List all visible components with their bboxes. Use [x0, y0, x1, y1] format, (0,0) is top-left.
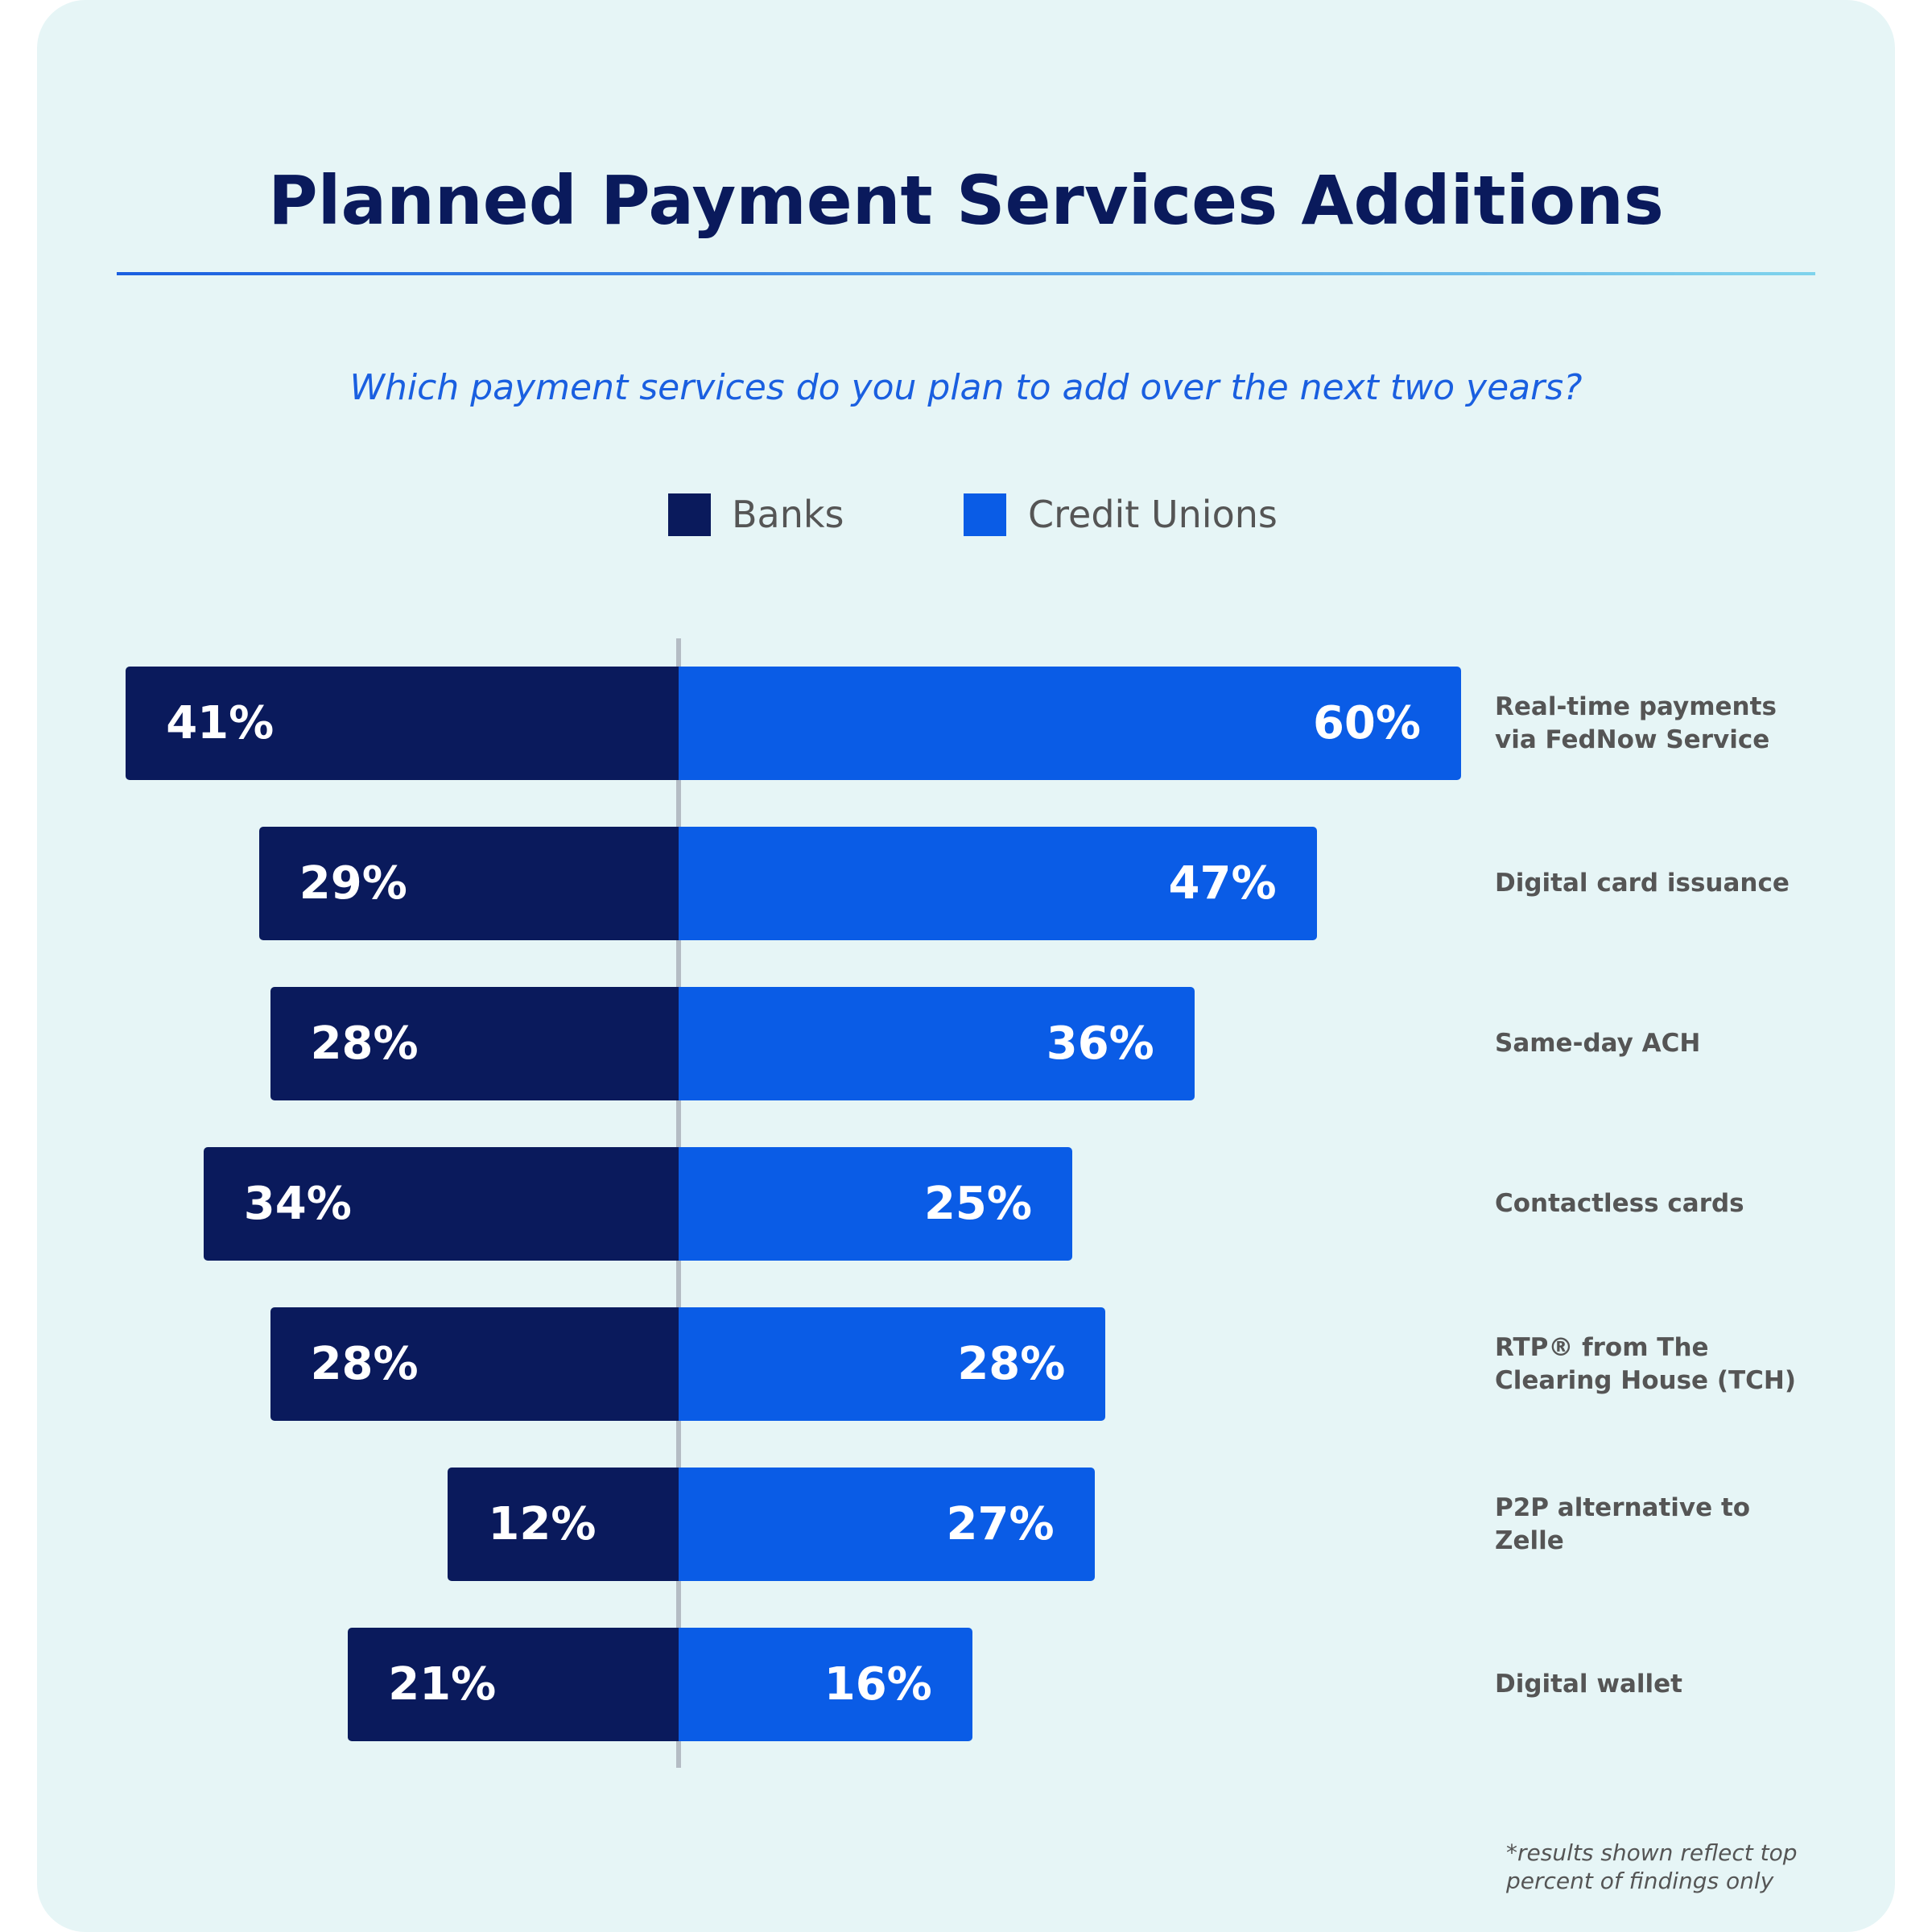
category-label: Same-day ACH — [1495, 1029, 1701, 1059]
category-label: P2P alternative to Zelle — [1495, 1493, 1751, 1555]
value-label: 28% — [310, 1338, 419, 1390]
category-label: RTP® from The Clearing House (TCH) — [1495, 1333, 1797, 1395]
bar — [270, 987, 679, 1100]
value-label: 16% — [824, 1658, 932, 1711]
bar — [679, 1628, 972, 1741]
value-label: 21% — [388, 1658, 497, 1711]
bar — [679, 1147, 1072, 1261]
bar — [679, 667, 1461, 780]
value-label: 28% — [310, 1018, 419, 1070]
value-label: 34% — [243, 1178, 352, 1230]
value-label: 27% — [946, 1498, 1055, 1550]
bar — [126, 667, 679, 780]
legend-swatch — [964, 493, 1006, 536]
bar — [270, 1307, 679, 1421]
bar — [203, 1147, 679, 1261]
value-label: 41% — [166, 697, 275, 749]
legend-label: Credit Unions — [1028, 493, 1278, 536]
chart-subtitle: Which payment services do you plan to ad… — [349, 367, 1583, 408]
category-label: Digital wallet — [1495, 1670, 1682, 1699]
card — [37, 0, 1895, 1932]
bar — [258, 827, 679, 940]
bar — [348, 1628, 679, 1741]
value-label: 36% — [1046, 1018, 1154, 1070]
bar — [448, 1468, 679, 1581]
bar — [679, 827, 1317, 940]
value-label: 12% — [488, 1498, 597, 1550]
value-label: 60% — [1312, 697, 1421, 749]
value-label: 28% — [957, 1338, 1066, 1390]
category-label: Real-time payments via FedNow Service — [1495, 692, 1777, 754]
chart-title: Planned Payment Services Additions — [268, 161, 1664, 240]
category-label: Digital card issuance — [1495, 869, 1790, 898]
category-label: Contactless cards — [1495, 1189, 1744, 1219]
bar — [679, 1307, 1106, 1421]
value-label: 47% — [1168, 857, 1277, 910]
legend-label: Banks — [732, 493, 844, 536]
title-rule — [117, 272, 1815, 275]
legend-swatch — [668, 493, 711, 536]
bar — [679, 987, 1195, 1100]
footnote: *results shown reflect top percent of fi… — [1506, 1839, 1798, 1894]
bar — [679, 1468, 1095, 1581]
value-label: 25% — [923, 1178, 1032, 1230]
value-label: 29% — [299, 857, 407, 910]
